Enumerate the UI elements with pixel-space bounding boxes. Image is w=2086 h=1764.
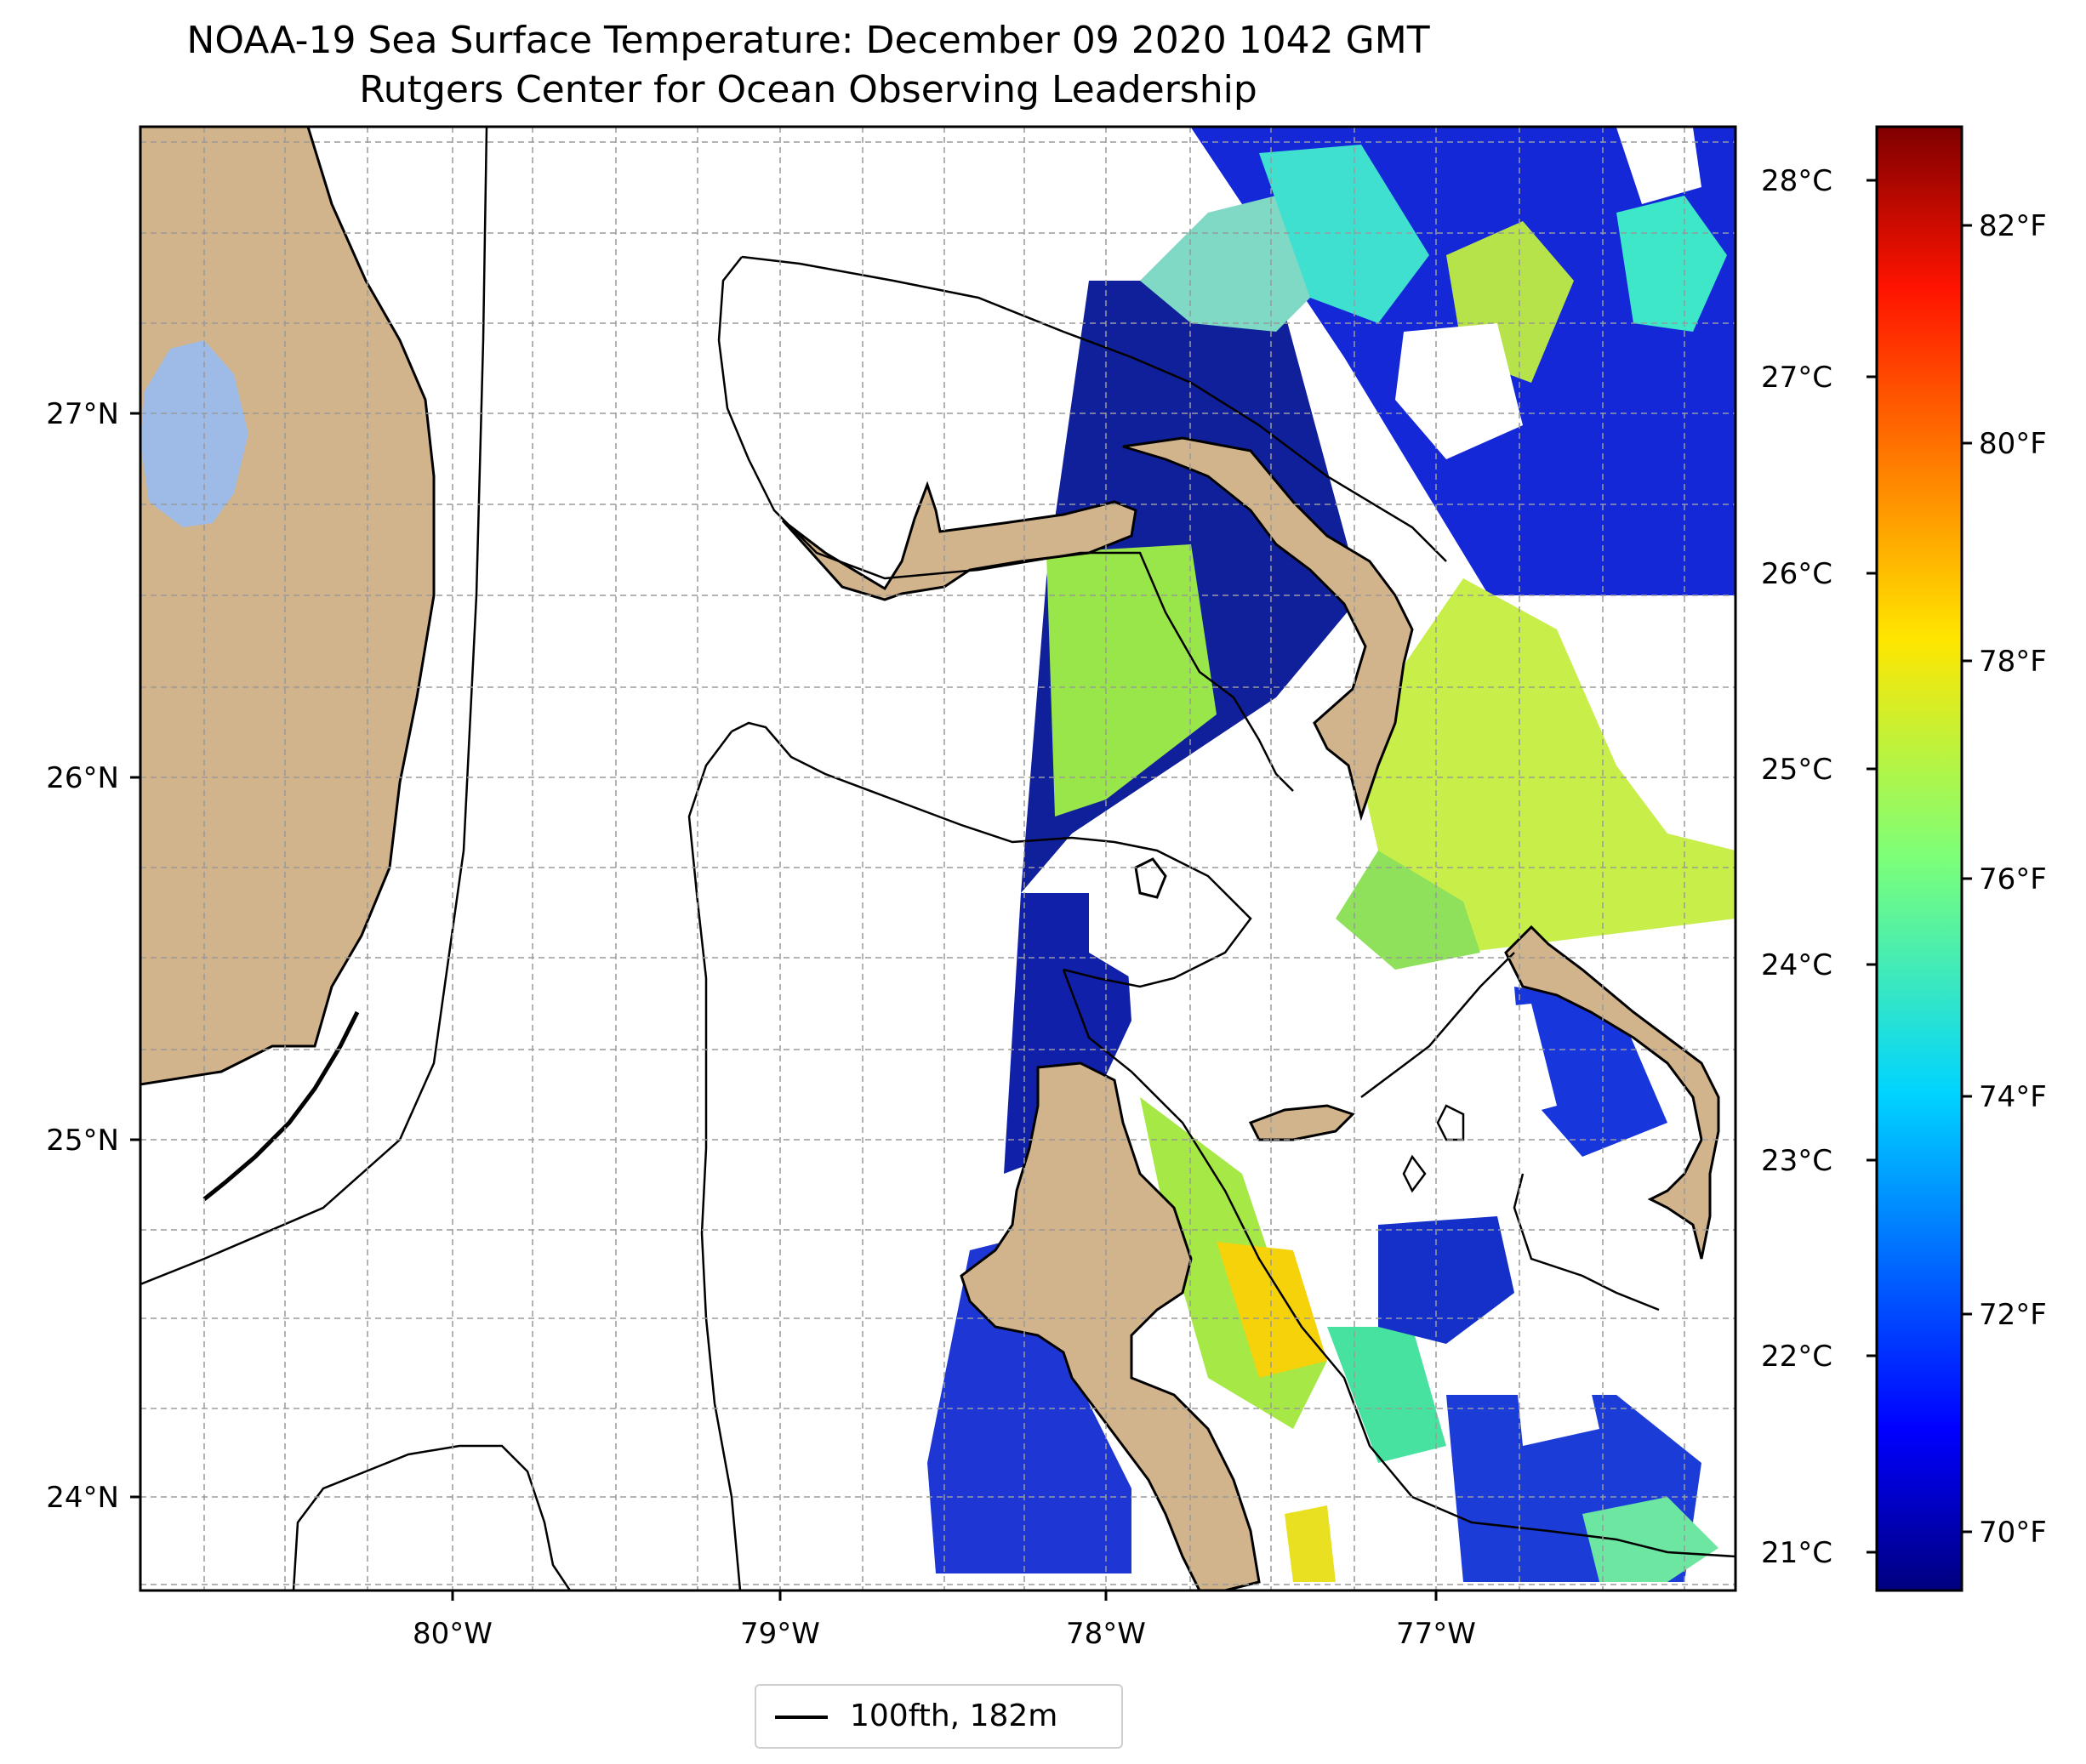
fahrenheit-label-82: 82°F [1979, 209, 2047, 243]
lat-label-27: 27°N [46, 397, 119, 431]
celsius-label-26: 26°C [1761, 557, 1832, 591]
celsius-ticks [1867, 179, 1877, 1554]
latitude-ticks [130, 412, 140, 1499]
legend-line-swatch [775, 1716, 828, 1719]
celsius-label-27: 27°C [1761, 361, 1832, 395]
fahrenheit-label-80: 80°F [1979, 427, 2047, 461]
berry-islands [1134, 857, 1167, 899]
fahrenheit-label-72: 72°F [1979, 1298, 2047, 1332]
map-title: NOAA-19 Sea Surface Temperature: Decembe… [186, 19, 1430, 62]
florida-keys [202, 1010, 360, 1201]
celsius-label-23: 23°C [1761, 1144, 1832, 1178]
fahrenheit-label-76: 76°F [1979, 862, 2047, 896]
lon-label-79w: 79°W [740, 1617, 820, 1651]
fahrenheit-ticks [1962, 224, 1972, 1534]
map-subtitle: Rutgers Center for Ocean Observing Leade… [359, 68, 1257, 111]
celsius-label-22: 22°C [1761, 1340, 1832, 1374]
lon-label-78w: 78°W [1066, 1617, 1146, 1651]
sst-data-swath [927, 128, 1735, 1582]
contour-legend: 100fth, 182m [755, 1684, 1123, 1749]
fahrenheit-label-74: 74°F [1979, 1080, 2047, 1114]
celsius-label-21: 21°C [1761, 1536, 1832, 1570]
celsius-label-28: 28°C [1761, 164, 1832, 198]
grand-bahama-island [781, 481, 1137, 601]
lat-label-25: 25°N [46, 1124, 119, 1158]
fahrenheit-label-78: 78°F [1979, 645, 2047, 679]
eleuthera-island [1504, 925, 1720, 1260]
fahrenheit-label-70: 70°F [1979, 1516, 2047, 1550]
lake-okeechobee [140, 340, 248, 527]
lat-label-24: 24°N [46, 1481, 119, 1515]
lon-label-77w: 77°W [1396, 1617, 1476, 1651]
longitude-ticks [451, 1590, 1438, 1601]
map-frame [139, 125, 1737, 1592]
map-area [140, 127, 1735, 1590]
legend-label: 100fth, 182m [850, 1699, 1058, 1733]
lon-label-80w: 80°W [413, 1617, 493, 1651]
lat-label-26: 26°N [46, 761, 119, 795]
map-gridlines [140, 127, 1735, 1590]
andros-island [960, 1061, 1261, 1590]
celsius-label-25: 25°C [1761, 753, 1832, 787]
celsius-label-24: 24°C [1761, 948, 1832, 982]
colorbar [1875, 125, 1963, 1592]
